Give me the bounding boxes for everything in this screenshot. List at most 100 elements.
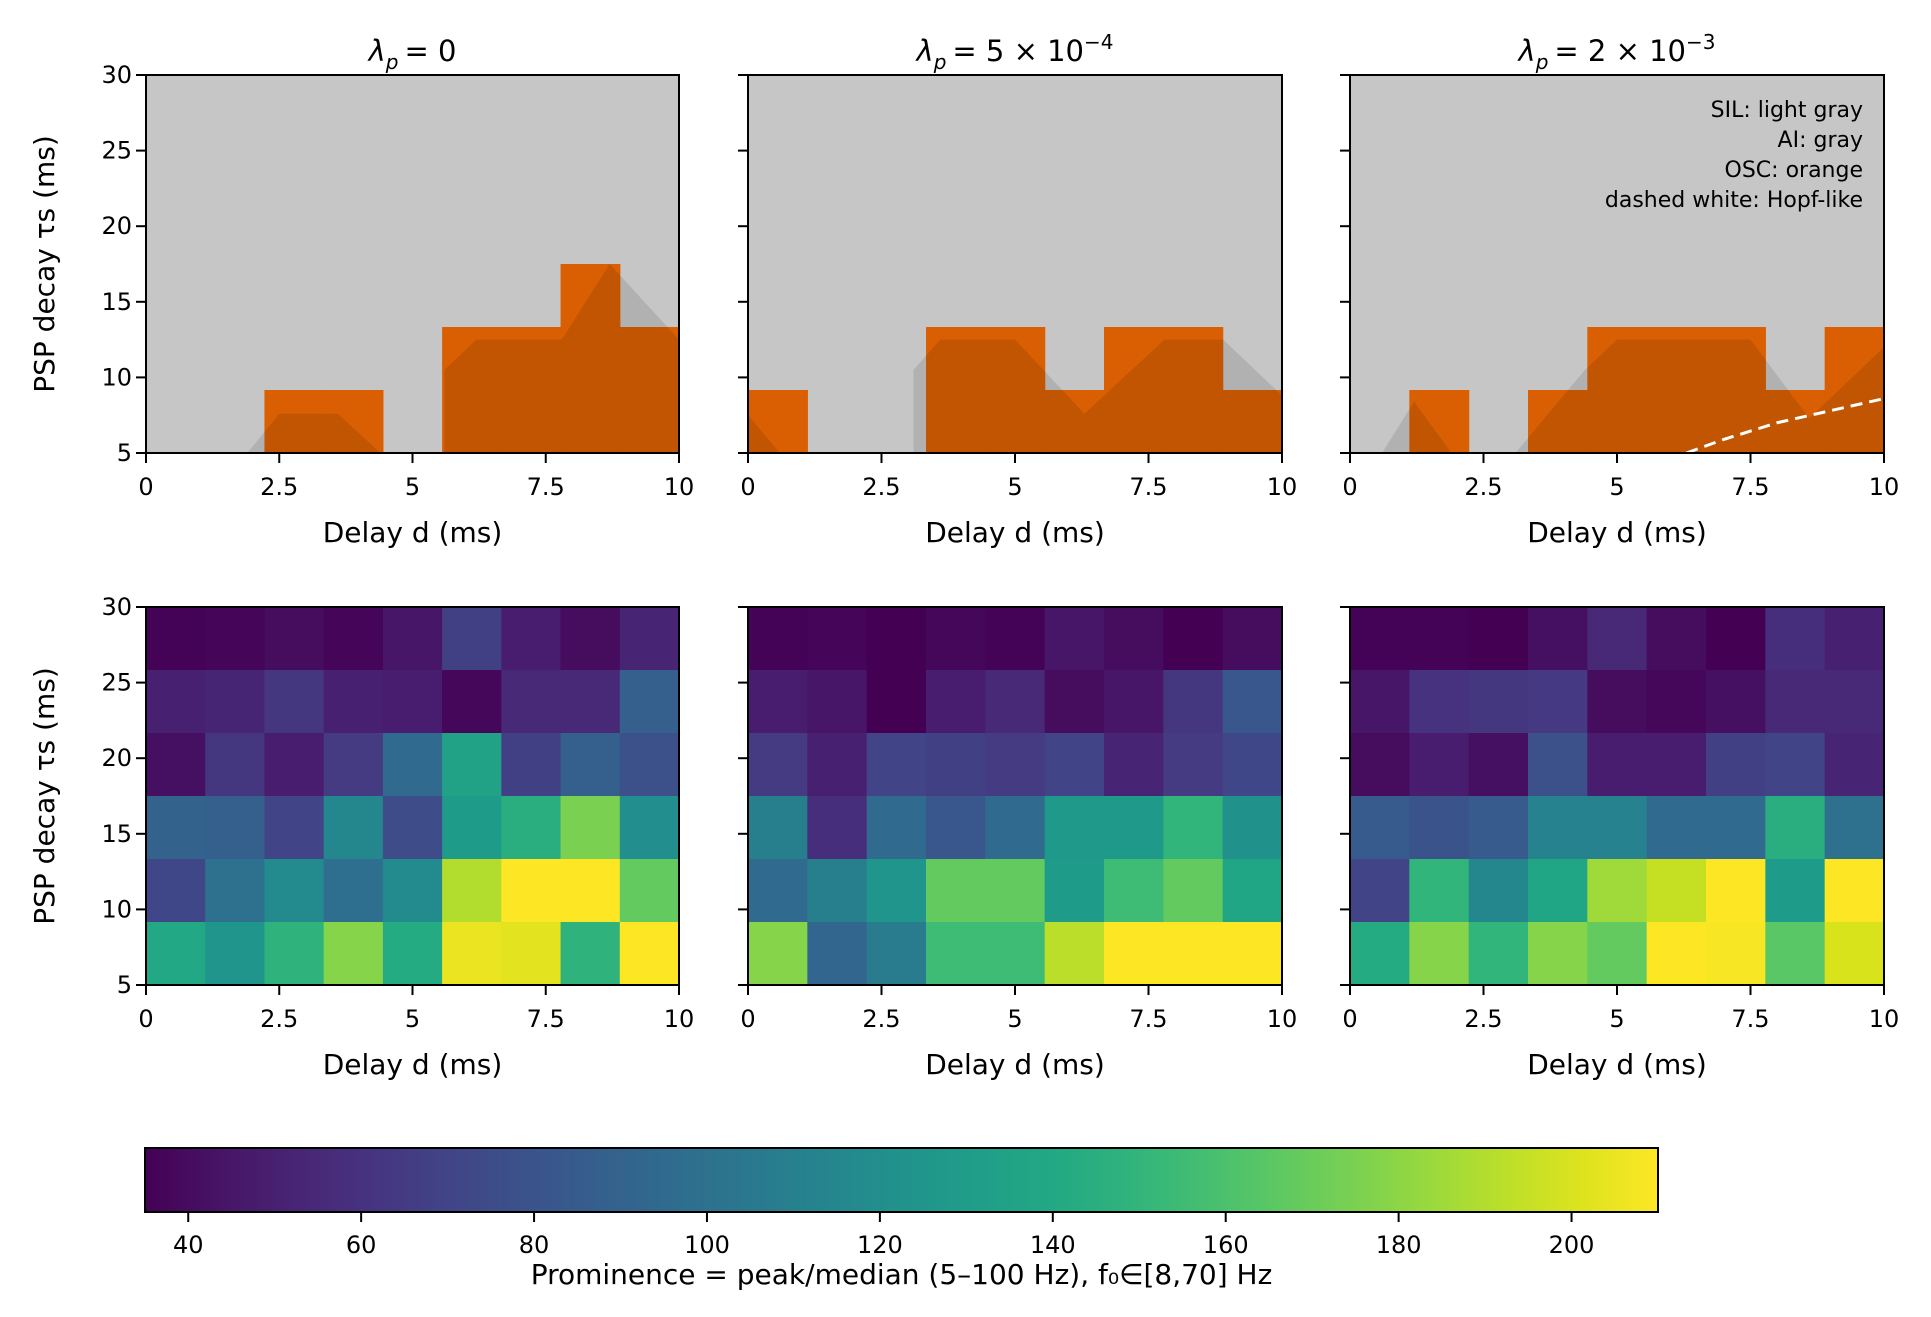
x-tick-label: 5 (1007, 473, 1022, 501)
title-symbol: λ (915, 34, 934, 68)
heatmap-cell (748, 922, 808, 986)
heatmap-cell (205, 922, 266, 986)
heatmap-cell (264, 796, 325, 860)
x-tick-label: 5 (1007, 1005, 1022, 1033)
heatmap-cell (748, 607, 808, 671)
osc-cell (442, 327, 502, 391)
heatmap-cell (1104, 733, 1164, 797)
ai-region-overlay (748, 339, 1282, 453)
heatmap-cell (1163, 607, 1224, 671)
heatmap-cell (1468, 733, 1529, 797)
heatmap-cell (748, 859, 808, 923)
heatmap-cell (1824, 607, 1885, 671)
osc-cell (560, 264, 621, 328)
heatmap-cell (560, 670, 621, 734)
heatmap-cell (1409, 607, 1470, 671)
heatmap-cell (1044, 670, 1105, 734)
heatmap-cell (1104, 859, 1164, 923)
x-tick-label: 7.5 (527, 1005, 565, 1033)
x-tick-label: 10 (1869, 473, 1900, 501)
heatmap-cell (1706, 670, 1766, 734)
heatmap-cell (866, 859, 927, 923)
y-tick-label: 15 (101, 820, 132, 848)
osc-cell (1765, 390, 1826, 454)
heatmap-cell (1587, 859, 1648, 923)
title-rhs: = 2 × 10 (1554, 34, 1686, 68)
y-tick-label: 15 (101, 288, 132, 316)
heatmap-cell (1222, 922, 1283, 986)
x-tick-label: 2.5 (862, 473, 900, 501)
heatmap-cell (1528, 670, 1588, 734)
x-tick-label: 10 (1267, 473, 1298, 501)
panel-title: λp = 2 × 10−3 (1517, 30, 1716, 74)
osc-cell (501, 390, 562, 454)
osc-cell (985, 390, 1046, 454)
osc-cell (1824, 327, 1885, 391)
heatmap-cell (985, 733, 1046, 797)
heatmap-cell (1765, 859, 1826, 923)
x-tick-label: 5 (405, 473, 420, 501)
colorbar-tick-label: 120 (857, 1231, 903, 1259)
y-tick-label: 10 (101, 895, 132, 923)
heatmap-cell (1350, 859, 1410, 923)
x-tick-label: 2.5 (862, 1005, 900, 1033)
heatmap-cell (1222, 733, 1283, 797)
heatmap-cell (1765, 733, 1826, 797)
heatmap-cell (501, 922, 562, 986)
heatmap-cell (866, 796, 927, 860)
heatmap-cell (1706, 859, 1766, 923)
x-tick-label: 10 (1267, 1005, 1298, 1033)
osc-cell (1587, 390, 1648, 454)
heatmap-cell (442, 859, 502, 923)
heatmap-cell (1646, 670, 1707, 734)
heatmap-cell (748, 796, 808, 860)
osc-cells (1409, 327, 1885, 454)
heatmap-cell (205, 607, 266, 671)
heatmap-cell (1104, 796, 1164, 860)
x-tick-label: 0 (1342, 473, 1357, 501)
heatmap-cell (807, 922, 868, 986)
heatmap-cell (748, 733, 808, 797)
osc-cell (1104, 390, 1164, 454)
heatmap-cell (1409, 859, 1470, 923)
heatmap-cell (146, 670, 206, 734)
heatmap-cell (1409, 796, 1470, 860)
heatmap-cell (501, 859, 562, 923)
heatmap-cell (926, 733, 986, 797)
heatmap-cell (1104, 607, 1164, 671)
heatmap-cell (1646, 607, 1707, 671)
heatmap-cell (323, 607, 384, 671)
osc-cell (560, 390, 621, 454)
y-tick-label: 5 (117, 439, 132, 467)
heatmap-cell (323, 796, 384, 860)
heatmap-cell (382, 670, 443, 734)
heatmap-cell (1044, 607, 1105, 671)
heatmap-cell (1222, 859, 1283, 923)
colorbar-tick-label: 200 (1549, 1231, 1595, 1259)
heatmap-cell (985, 922, 1046, 986)
title-symbol: λ (367, 34, 386, 68)
heatmap-cell (382, 922, 443, 986)
heatmap-cell (205, 859, 266, 923)
heatmap-cell (205, 670, 266, 734)
x-tick-label: 7.5 (1129, 473, 1167, 501)
y-tick-label: 30 (101, 61, 132, 89)
heatmap-cell (1528, 607, 1588, 671)
heatmap-cell (1765, 796, 1826, 860)
heatmap-cell (1528, 796, 1588, 860)
heatmap-cell (382, 733, 443, 797)
x-tick-label: 10 (664, 1005, 695, 1033)
panel-title: λp = 5 × 10−4 (915, 30, 1114, 74)
osc-cell (1409, 390, 1470, 454)
y-axis-label: PSP decay τs (ms) (28, 135, 61, 393)
osc-cell (926, 390, 986, 454)
heatmap-cell (1824, 922, 1885, 986)
title-exponent: −4 (1084, 30, 1113, 54)
colorbar-tick-label: 140 (1030, 1231, 1076, 1259)
osc-cell (1706, 327, 1766, 391)
title-subscript: p (933, 50, 947, 74)
heatmap-cell (560, 859, 621, 923)
x-tick-label: 7.5 (1129, 1005, 1167, 1033)
y-tick-label: 25 (101, 669, 132, 697)
legend-annotation: SIL: light gray (1711, 98, 1863, 123)
